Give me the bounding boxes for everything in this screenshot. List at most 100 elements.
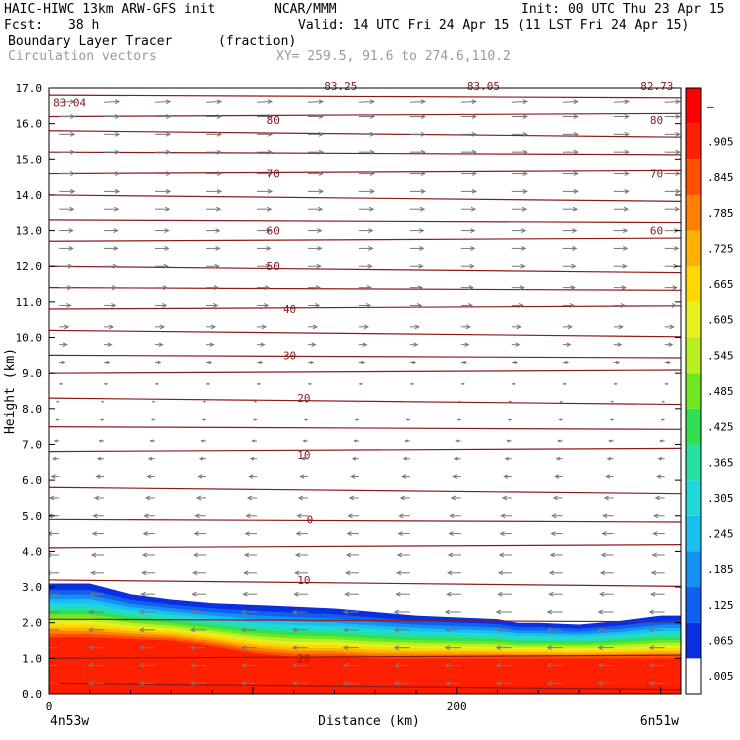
y-tick-label: 14.0 (16, 189, 43, 202)
vector-shaft (358, 101, 374, 103)
vector-arrow (205, 302, 219, 308)
vector-arrow (256, 114, 274, 119)
colorbar-swatch (686, 408, 701, 445)
vector-arrow (395, 591, 410, 597)
vector-arrow (506, 439, 512, 443)
vector-head (675, 188, 681, 194)
vector-head (162, 302, 168, 308)
colorbar-label: .245 (707, 528, 734, 541)
vector-head (291, 645, 298, 651)
vector-arrow (155, 131, 172, 137)
vector-arrow (409, 245, 425, 251)
vector-arrow (59, 285, 73, 291)
vector-arrow (562, 382, 567, 386)
vector-arrow (657, 456, 665, 461)
vector-arrow (664, 131, 681, 137)
vector-arrow (504, 456, 512, 461)
vector-arrow (248, 474, 257, 479)
vector-arrow (562, 342, 572, 347)
x-axis-label: Distance (km) (318, 714, 420, 729)
vector-head (138, 627, 145, 633)
vector-arrow (613, 285, 627, 291)
vector-arrow (497, 591, 512, 597)
vector-arrow (104, 228, 119, 234)
vector-head (138, 680, 145, 686)
vector-arrow (354, 418, 359, 421)
vector-head (624, 131, 630, 137)
vector-head (210, 324, 217, 330)
vector-arrow (358, 245, 374, 251)
vector-arrow (664, 149, 681, 155)
vector-head (87, 627, 94, 633)
vector-arrow (460, 188, 477, 194)
contour-label: 50 (267, 260, 280, 273)
vector-head (506, 439, 510, 443)
vector-head (495, 663, 502, 668)
vector-arrow (240, 680, 257, 686)
vector-head (522, 114, 528, 119)
colorbar-swatch (686, 88, 701, 124)
vector-head (519, 285, 525, 291)
vector-head (603, 495, 609, 501)
vector-head (195, 495, 202, 501)
vector-arrow (307, 382, 313, 386)
vector-arrow (562, 302, 576, 308)
vector-arrow (559, 400, 563, 403)
vector-arrow (59, 263, 74, 269)
vector-head (90, 570, 96, 576)
vector-arrow (244, 531, 257, 537)
vector-head (55, 400, 59, 403)
vector-head (240, 680, 247, 686)
vector-arrow (342, 645, 359, 651)
vector-head (396, 552, 403, 558)
vector-arrow (409, 324, 420, 330)
vector-arrow (409, 342, 419, 347)
vector-arrow (256, 188, 274, 194)
vector-head (599, 591, 605, 597)
vector-arrow (342, 680, 359, 686)
vector-head (267, 149, 274, 155)
vector-arrow (548, 570, 563, 576)
vector-head (49, 531, 53, 537)
vector-head (147, 456, 153, 461)
vector-head (654, 495, 660, 501)
vector-head (156, 382, 160, 386)
vector-arrow (192, 570, 206, 576)
vector-arrow (307, 342, 317, 347)
vector-head (95, 474, 101, 479)
vector-head (447, 552, 454, 558)
vector-head (417, 285, 423, 291)
vector-arrow (460, 245, 476, 251)
vector-shaft (154, 101, 171, 103)
vector-head (546, 645, 552, 651)
vector-head (62, 342, 68, 347)
y-tick-label: 2.0 (22, 617, 42, 630)
contour-label: 60 (650, 225, 663, 238)
vector-head (89, 591, 95, 597)
vector-head (444, 645, 451, 651)
vector-arrow (197, 474, 206, 479)
vector-head (303, 418, 307, 421)
vector-head (571, 263, 577, 269)
vector-head (555, 456, 560, 461)
vector-shaft (104, 101, 120, 103)
vector-head (66, 285, 73, 291)
vector-arrow (307, 228, 323, 234)
vector-arrow (307, 302, 321, 308)
vector-head (159, 324, 166, 330)
vector-arrow (240, 645, 257, 651)
colorbar-label: .665 (707, 278, 734, 291)
vector-arrow (659, 439, 665, 443)
vector-arrow (650, 591, 665, 597)
vector-shaft (613, 101, 629, 103)
vector-head (444, 609, 451, 615)
vector-head (261, 324, 268, 330)
vector-head (455, 439, 459, 443)
vector-arrow (562, 114, 579, 119)
vector-head (312, 324, 319, 330)
vector-arrow (307, 263, 322, 269)
vector-arrow (93, 495, 105, 501)
vector-arrow (499, 531, 512, 537)
vector-head (624, 149, 630, 155)
vector-arrow (613, 228, 629, 234)
